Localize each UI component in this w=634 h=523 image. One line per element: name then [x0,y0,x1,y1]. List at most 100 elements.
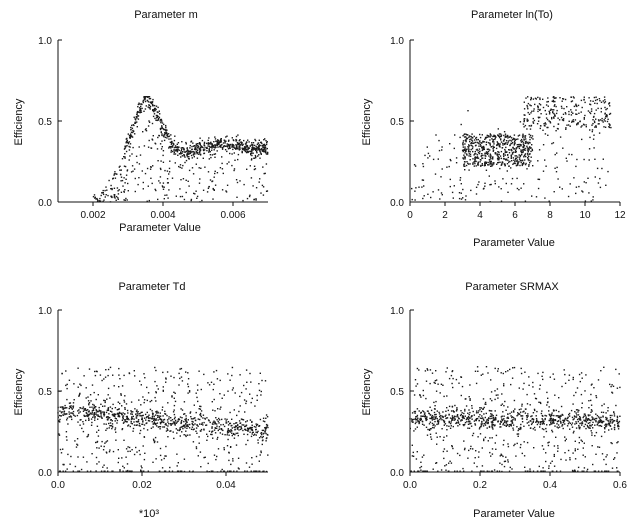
data-point [129,134,131,137]
data-point [69,402,72,404]
data-point [502,422,505,425]
data-point [237,153,240,156]
data-point [434,425,436,427]
data-point [98,406,100,409]
data-point [434,405,436,407]
data-point [545,104,548,106]
data-point [510,167,512,169]
data-point [72,470,74,472]
data-point [151,139,154,141]
data-point [416,367,419,370]
data-point [234,434,236,436]
data-point [425,397,427,400]
data-point [112,413,114,416]
data-point [546,101,548,103]
data-point [442,384,444,386]
data-point [222,142,225,144]
data-point [508,165,510,167]
data-point [155,189,157,192]
data-point [453,185,455,187]
data-point [164,133,166,135]
data-point [441,415,444,417]
data-point [523,382,525,385]
data-point [465,137,468,139]
data-point [164,410,166,413]
data-point [93,391,95,394]
data-point [520,426,522,429]
data-point [549,111,551,114]
data-point [149,105,152,108]
data-point [135,117,138,119]
data-point [66,419,68,421]
data-point [527,108,529,110]
data-point [166,182,169,184]
data-point [168,167,171,170]
data-point [255,150,258,153]
data-point [102,466,104,468]
data-point [458,197,461,200]
data-point [574,411,576,413]
data-point [548,419,550,422]
data-point [441,146,443,148]
data-point [530,125,532,127]
y-tick-label: 0.0 [38,198,52,209]
data-point [208,158,210,160]
data-point [111,423,114,425]
data-point [449,143,451,145]
data-point [462,135,464,137]
data-point [572,432,575,434]
data-point [471,139,473,141]
data-point [127,182,129,185]
data-point [142,131,144,133]
data-point [421,423,424,425]
data-point [180,147,182,149]
data-point [426,434,429,436]
data-point [460,419,462,421]
data-point [477,138,479,141]
data-point [82,421,84,423]
data-point [600,435,603,438]
data-point [152,418,154,420]
data-point [482,373,484,375]
data-point [617,441,619,443]
data-point [555,112,558,115]
x-tick-label: 8 [547,210,553,221]
data-point [159,470,161,472]
data-point [567,195,570,198]
data-point [569,457,571,459]
x-tick-label: 0.6 [613,480,627,491]
data-point [598,132,601,134]
data-point [151,182,153,185]
data-point [602,100,604,102]
data-point [475,137,477,139]
data-point [572,119,574,121]
data-point [411,444,413,446]
data-point [484,436,487,439]
data-point [243,147,245,150]
data-point [500,426,502,428]
data-point [237,467,240,469]
data-point [513,151,515,153]
data-point [573,120,575,123]
data-point [88,368,91,370]
data-point [526,422,528,424]
data-point [88,404,90,406]
data-point [464,156,466,158]
data-point [575,421,577,423]
data-point [497,151,499,153]
data-point [68,416,70,418]
data-point [213,454,216,456]
data-point [517,429,519,432]
data-point [439,418,441,421]
data-point [539,426,541,428]
data-point [199,143,201,146]
data-point [140,404,142,406]
data-point [229,143,231,146]
data-point [466,417,468,419]
data-point [168,138,170,140]
data-point [543,436,545,438]
data-point [249,431,251,433]
data-point [85,397,87,399]
data-point [580,439,582,441]
x-tick-label: 0.4 [543,480,557,491]
